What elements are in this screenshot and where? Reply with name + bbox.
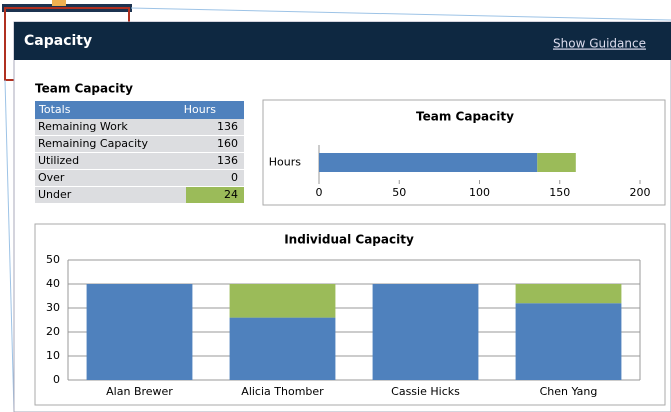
- table-header: [35, 101, 244, 119]
- header-title: Capacity: [24, 33, 92, 49]
- row-label: Remaining Work: [38, 120, 128, 133]
- x-tick-label: 0: [316, 186, 323, 199]
- bar-segment: [229, 284, 336, 318]
- chart-title: Individual Capacity: [284, 233, 414, 247]
- table-row: [35, 136, 244, 152]
- section-title: Team Capacity: [35, 82, 133, 96]
- y-tick-label: 0: [53, 373, 60, 386]
- column-header: Totals: [38, 103, 71, 116]
- x-tick-label: 200: [630, 186, 651, 199]
- y-tick-label: 40: [46, 277, 60, 290]
- row-label: Under: [38, 188, 72, 201]
- callout-tab: [52, 0, 66, 6]
- bar-segment: [229, 317, 336, 380]
- bar-segment: [319, 153, 538, 172]
- x-tick-label: Alicia Thomber: [241, 385, 324, 398]
- y-tick-label: 20: [46, 325, 60, 338]
- highlight-cell: [186, 187, 244, 203]
- chart-title: Team Capacity: [416, 110, 514, 124]
- row-value: 136: [217, 120, 238, 133]
- row-label: Over: [38, 171, 65, 184]
- x-tick-label: 150: [549, 186, 570, 199]
- row-value: 136: [217, 154, 238, 167]
- bar-segment: [537, 153, 576, 172]
- bar-segment: [86, 284, 193, 380]
- x-tick-label: Alan Brewer: [106, 385, 173, 398]
- header-bar: [14, 22, 671, 60]
- table-row: [35, 153, 244, 169]
- row-label: Utilized: [38, 154, 79, 167]
- callout-line: [4, 79, 15, 412]
- bar-segment: [372, 284, 479, 380]
- bar-segment: [515, 303, 622, 380]
- x-tick-label: Chen Yang: [540, 385, 598, 398]
- bar-segment: [515, 284, 622, 304]
- table-row: [35, 119, 244, 135]
- row-value: 24: [224, 188, 238, 201]
- x-tick-label: Cassie Hicks: [391, 385, 460, 398]
- x-tick-label: 50: [392, 186, 406, 199]
- row-value: 160: [217, 137, 238, 150]
- column-header: Hours: [184, 103, 216, 116]
- totals-table: Totals Hours Remaining Work 136 Remaining Ca…: [35, 101, 244, 203]
- y-tick-label: 50: [46, 253, 60, 266]
- y-tick-label: Hours: [269, 156, 301, 169]
- x-tick-label: 100: [469, 186, 490, 199]
- show-guidance-link[interactable]: Show Guidance: [553, 37, 646, 51]
- y-tick-label: 30: [46, 301, 60, 314]
- row-label: Remaining Capacity: [38, 137, 148, 150]
- callout-line: [130, 7, 671, 21]
- chart-frame: [262, 99, 666, 206]
- y-tick-label: 10: [46, 349, 60, 362]
- row-value: 0: [231, 171, 238, 184]
- table-row: [35, 170, 244, 186]
